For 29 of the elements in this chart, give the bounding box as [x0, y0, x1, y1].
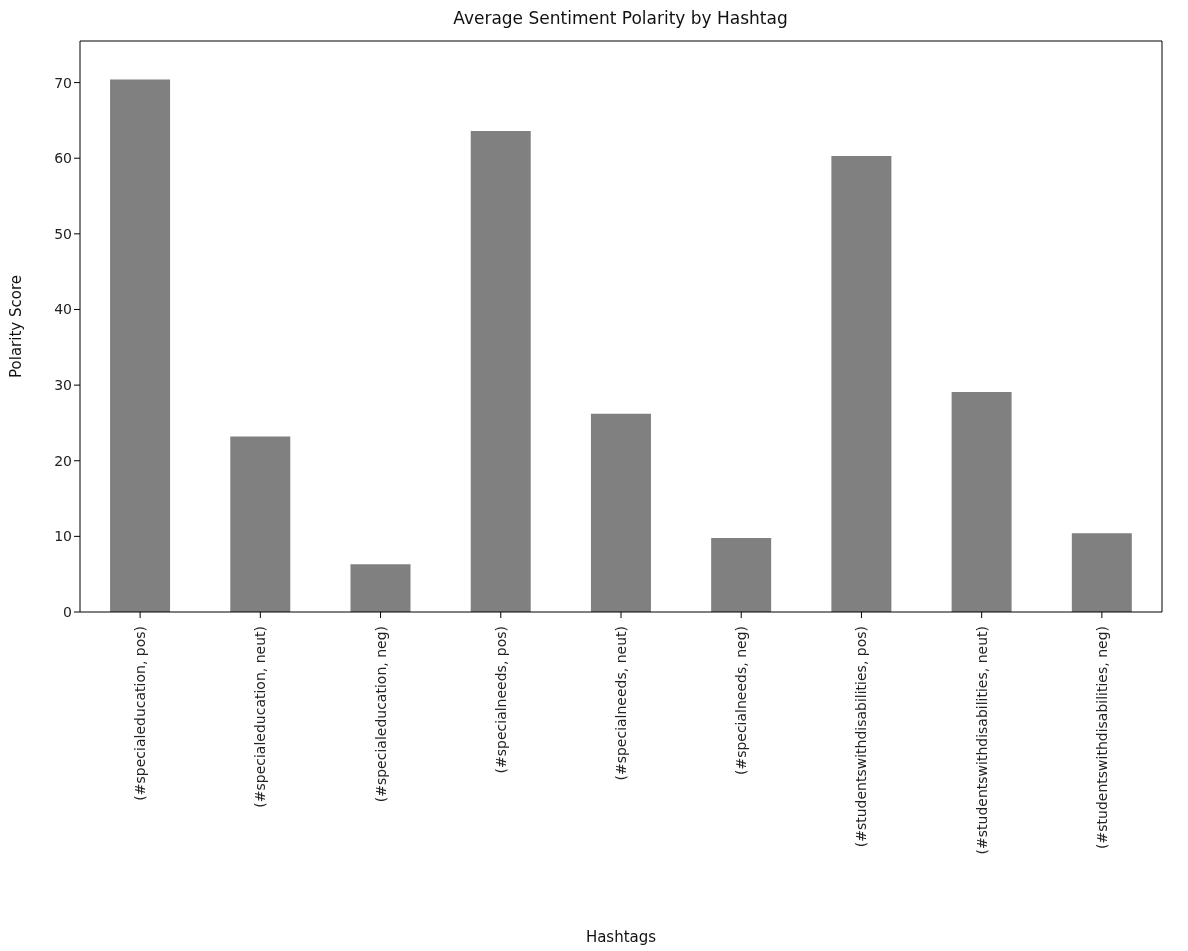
x-tick-label: (#studentswithdisabilities, neg) [1093, 626, 1110, 849]
bar [831, 155, 892, 612]
y-tick-label: 40 [54, 301, 72, 318]
y-tick-label: 20 [54, 452, 72, 469]
x-tick-label: (#studentswithdisabilities, neut) [973, 626, 990, 855]
y-axis-title: Polarity Score [7, 275, 26, 378]
bar [110, 79, 171, 612]
bar [230, 436, 291, 612]
y-tick-label: 50 [54, 225, 72, 242]
bar [350, 564, 411, 612]
x-tick-label: (#studentswithdisabilities, pos) [853, 626, 870, 848]
x-tick-label: (#specialeducation, pos) [132, 626, 149, 801]
x-axis-title: Hashtags [585, 928, 657, 946]
bar [470, 131, 531, 612]
y-tick-label: 30 [54, 377, 72, 394]
chart-title: Average Sentiment Polarity by Hashtag [452, 8, 789, 28]
x-tick-label: (#specialeducation, neut) [252, 626, 269, 808]
bar [590, 413, 651, 612]
x-tick-label: (#specialneeds, neut) [613, 626, 629, 781]
x-tick-label: (#specialneeds, pos) [492, 626, 509, 774]
bar [711, 537, 772, 612]
y-tick-label: 60 [54, 150, 72, 167]
bar [1071, 533, 1132, 612]
y-tick-label: 0 [63, 603, 72, 620]
y-tick-label: 10 [54, 528, 72, 545]
y-tick-label: 70 [54, 74, 72, 91]
x-tick-label: (#specialneeds, neg) [733, 626, 750, 776]
x-tick-label: (#specialeducation, neg) [372, 626, 389, 803]
bar [951, 391, 1012, 612]
